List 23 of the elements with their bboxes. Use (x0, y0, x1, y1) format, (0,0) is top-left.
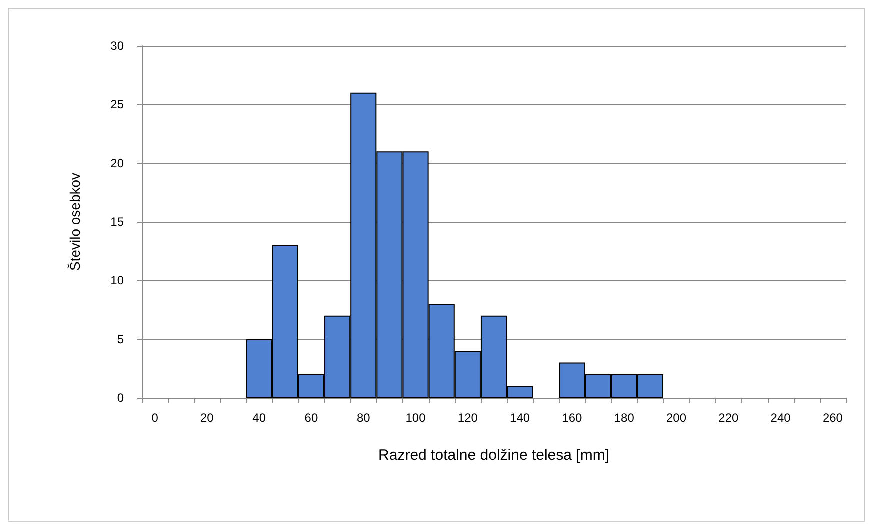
y-tick-label: 25 (110, 98, 124, 112)
x-tick-label: 40 (252, 411, 266, 425)
x-tick-label: 120 (458, 411, 478, 425)
x-tick-label: 80 (356, 411, 371, 425)
x-tick-label: 20 (200, 411, 214, 425)
y-tick-label: 15 (110, 215, 124, 229)
x-tick-label: 100 (406, 411, 426, 425)
y-tick-label: 30 (110, 39, 124, 53)
x-tick-label: 220 (718, 411, 739, 425)
y-axis-title: Število osebkov (67, 172, 83, 272)
x-tick-label: 180 (614, 411, 635, 425)
y-tick-label: 20 (110, 156, 124, 170)
x-tick-label: 240 (770, 411, 792, 425)
x-tick-label: 260 (822, 411, 844, 425)
y-tick-label: 5 (117, 332, 124, 346)
x-tick-label: 0 (152, 411, 159, 425)
x-tick-label: 140 (510, 411, 530, 425)
y-tick-label: 0 (117, 391, 124, 405)
x-tick-label: 60 (304, 411, 318, 425)
y-tick-label: 10 (110, 274, 124, 288)
x-tick-label: 160 (562, 411, 583, 425)
x-axis-title: Razred totalne dolžine telesa [mm] (378, 447, 610, 464)
x-tick-label: 200 (666, 411, 687, 425)
